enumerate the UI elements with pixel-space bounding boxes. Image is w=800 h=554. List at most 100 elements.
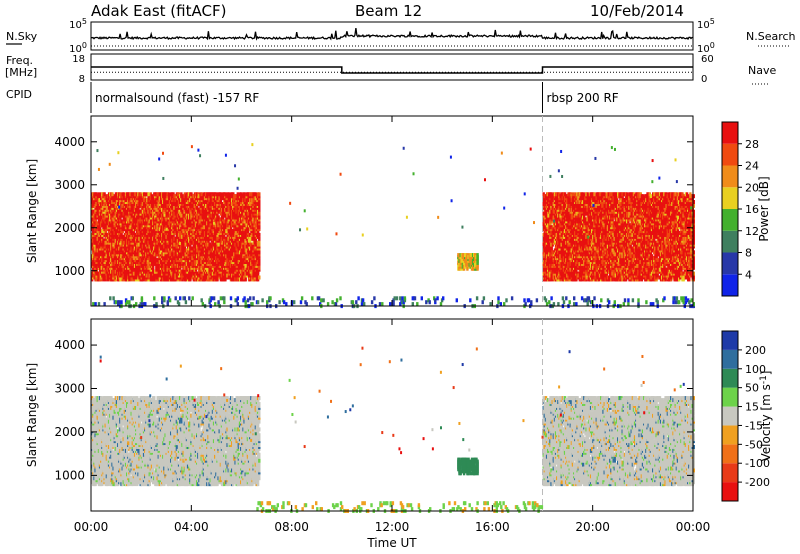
power-panel-cell bbox=[182, 217, 185, 222]
cpid-program-label: normalsound (fast) -157 RF bbox=[95, 91, 259, 105]
noise-ytick-right-top: 105 bbox=[697, 17, 715, 31]
power-panel-cell bbox=[153, 261, 156, 266]
power-panel-cell bbox=[191, 209, 194, 214]
power-panel-cell bbox=[186, 238, 190, 243]
power-panel-cell bbox=[186, 205, 190, 210]
power-panel-cell bbox=[182, 196, 185, 201]
power-panel-cell bbox=[221, 244, 225, 249]
freq-ytick-bottom: 8 bbox=[79, 74, 85, 85]
power-panel-cell bbox=[221, 192, 225, 197]
power-panel-cell bbox=[226, 203, 229, 208]
power-panel-cell bbox=[186, 200, 190, 204]
power-panel-cell bbox=[161, 252, 164, 257]
nsky-series bbox=[91, 28, 693, 41]
power-panel-cell bbox=[221, 203, 225, 208]
power-panel-cell bbox=[147, 275, 150, 280]
power-panel-cell bbox=[196, 213, 199, 218]
power-panel-cell bbox=[147, 221, 150, 226]
noise-ytick-bottom: 100 bbox=[69, 41, 87, 55]
power-panel-cell bbox=[209, 229, 212, 234]
power-panel-cell bbox=[226, 227, 229, 232]
power-panel-cell bbox=[123, 265, 127, 270]
power-panel-cell bbox=[142, 242, 146, 247]
power-panel-cell bbox=[180, 205, 183, 210]
power-panel-cell bbox=[226, 192, 229, 197]
power-panel-cell bbox=[182, 265, 185, 270]
power-panel-cell bbox=[147, 246, 150, 251]
power-panel-cell bbox=[142, 275, 146, 280]
nave-ytick-top: 60 bbox=[701, 54, 714, 65]
noise-panel-frame bbox=[90, 21, 694, 51]
power-panel-cell bbox=[182, 200, 185, 204]
cpid-program-label: rbsp 200 RF bbox=[547, 91, 619, 105]
nave-ytick-bottom: 0 bbox=[701, 74, 707, 85]
frequency-series bbox=[91, 66, 693, 74]
power-panel-cell bbox=[244, 277, 247, 282]
power-panel-cell bbox=[102, 277, 105, 282]
power-panel-cell bbox=[236, 192, 239, 197]
power-panel-cell bbox=[123, 194, 127, 199]
power-panel-cell bbox=[182, 229, 185, 234]
power-panel-cell bbox=[119, 192, 122, 197]
power-panel-cell bbox=[157, 273, 160, 278]
power-panel-cell bbox=[221, 254, 225, 259]
power-panel-cell bbox=[221, 221, 225, 226]
power-panel-cell bbox=[122, 240, 125, 245]
power-panel-cell bbox=[123, 225, 127, 230]
power-panel-cell bbox=[142, 198, 146, 203]
power-panel-cell bbox=[226, 223, 229, 228]
power-panel-cell bbox=[196, 260, 199, 264]
power-panel-cell bbox=[226, 273, 229, 278]
power-panel-cell bbox=[144, 192, 147, 197]
power-panel-cell bbox=[226, 263, 229, 268]
power-panel-cell bbox=[111, 192, 114, 197]
power-panel-cell bbox=[142, 192, 146, 197]
power-panel-cell bbox=[123, 200, 127, 204]
power-panel-cell bbox=[186, 234, 190, 239]
power-panel-cell bbox=[186, 215, 190, 220]
noise-ytick-right-bottom: 100 bbox=[697, 41, 715, 55]
power-panel-cell bbox=[186, 221, 190, 226]
power-panel-cell bbox=[200, 192, 203, 197]
power-panel-cell bbox=[205, 215, 208, 220]
freq-ytick-top: 18 bbox=[72, 54, 85, 65]
power-panel-cell bbox=[186, 254, 190, 259]
power-panel-cell bbox=[123, 271, 127, 276]
power-panel-cell bbox=[182, 213, 185, 218]
power-panel-cell bbox=[182, 246, 185, 251]
power-panel-cell bbox=[147, 192, 150, 197]
power-panel-cell bbox=[182, 234, 185, 239]
power-panel-cell bbox=[119, 277, 122, 282]
power-panel-cell bbox=[142, 263, 146, 268]
power-panel-cell bbox=[189, 256, 192, 261]
power-panel-cell bbox=[103, 192, 106, 197]
power-panel-cell bbox=[142, 202, 146, 206]
power-panel-cell bbox=[221, 258, 225, 263]
power-panel-cell bbox=[215, 192, 218, 197]
power-panel-cell bbox=[243, 192, 246, 197]
power-panel-cell bbox=[142, 256, 146, 261]
noise-ytick-top: 105 bbox=[69, 17, 87, 31]
power-panel-cell bbox=[186, 192, 190, 197]
power-panel-cell bbox=[123, 232, 127, 237]
power-panel-cell bbox=[123, 244, 127, 249]
power-panel-cell bbox=[254, 242, 258, 247]
power-panel-cell bbox=[256, 275, 260, 280]
power-panel-cell bbox=[142, 211, 146, 216]
power-panel-cell bbox=[123, 236, 127, 241]
power-panel-cell bbox=[186, 260, 190, 264]
power-panel-cell bbox=[226, 234, 229, 239]
power-panel-cell bbox=[95, 221, 98, 226]
power-panel-cell bbox=[182, 238, 185, 243]
power-panel-cell bbox=[256, 269, 260, 274]
power-panel-cell bbox=[186, 250, 190, 255]
power-panel-data bbox=[91, 143, 695, 309]
power-panel-cell bbox=[147, 209, 150, 214]
power-panel-cell bbox=[217, 242, 220, 247]
power-panel-cell bbox=[147, 232, 150, 237]
power-panel-cell bbox=[182, 209, 185, 214]
power-panel-cell bbox=[97, 192, 101, 197]
power-panel-cell bbox=[223, 219, 226, 224]
power-panel-cell bbox=[123, 211, 127, 216]
